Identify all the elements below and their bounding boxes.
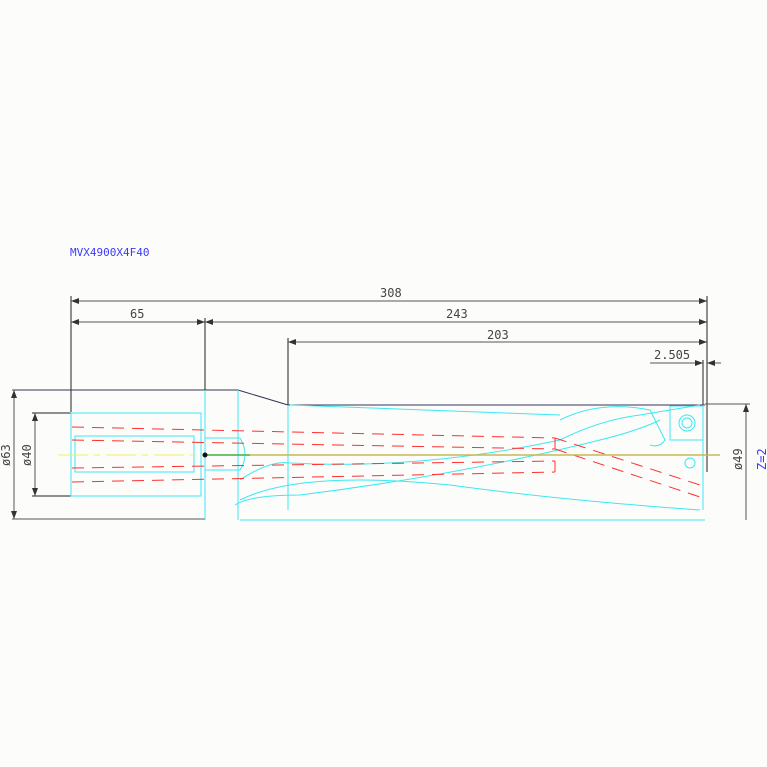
svg-text:308: 308: [380, 286, 402, 300]
dimension-308: 308: [70, 286, 707, 412]
flute-count: Z=2: [755, 448, 767, 470]
svg-text:243: 243: [446, 307, 468, 321]
dimension-diameter-49: ø49: [705, 403, 750, 520]
dimension-203: 203: [287, 328, 707, 405]
svg-text:65: 65: [130, 307, 144, 321]
centerline: [58, 452, 720, 458]
svg-text:ø40: ø40: [20, 444, 34, 466]
dimension-243: 243: [204, 307, 707, 455]
part-number: MVX4900X4F40: [70, 246, 149, 259]
tool-outline: [14, 389, 705, 521]
coolant-channels: [71, 426, 701, 498]
svg-text:ø49: ø49: [731, 448, 745, 470]
svg-text:ø63: ø63: [0, 444, 13, 466]
svg-text:2.505: 2.505: [654, 348, 690, 362]
dimension-diameter-40: ø40: [20, 412, 75, 497]
svg-text:203: 203: [487, 328, 509, 342]
dimension-65: 65: [71, 307, 205, 325]
